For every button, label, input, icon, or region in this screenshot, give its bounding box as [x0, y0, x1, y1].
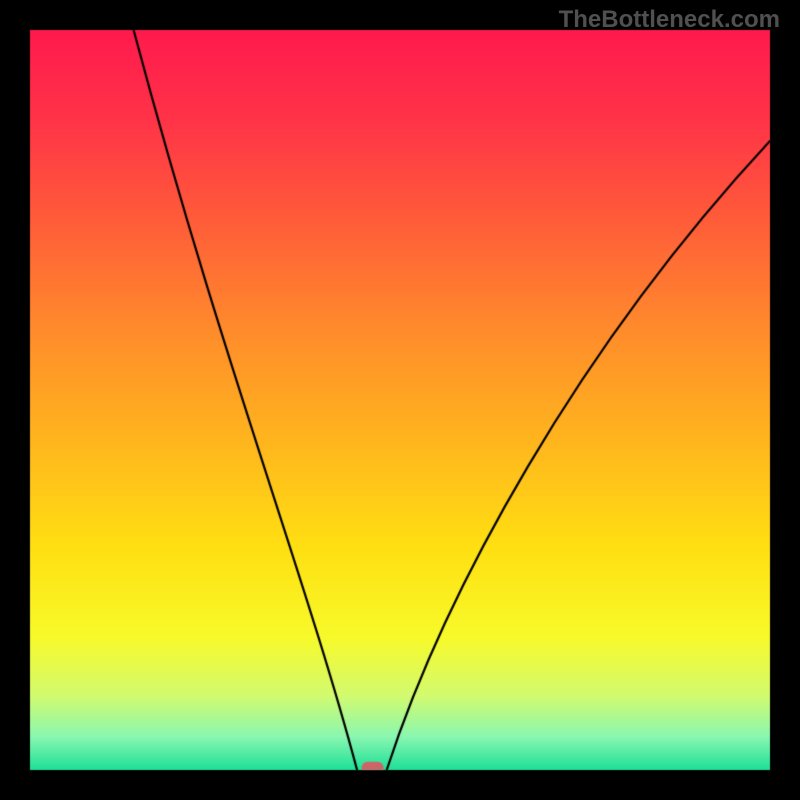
- chart-root: TheBottleneck.com: [0, 0, 800, 800]
- bottleneck-curve: [0, 0, 800, 800]
